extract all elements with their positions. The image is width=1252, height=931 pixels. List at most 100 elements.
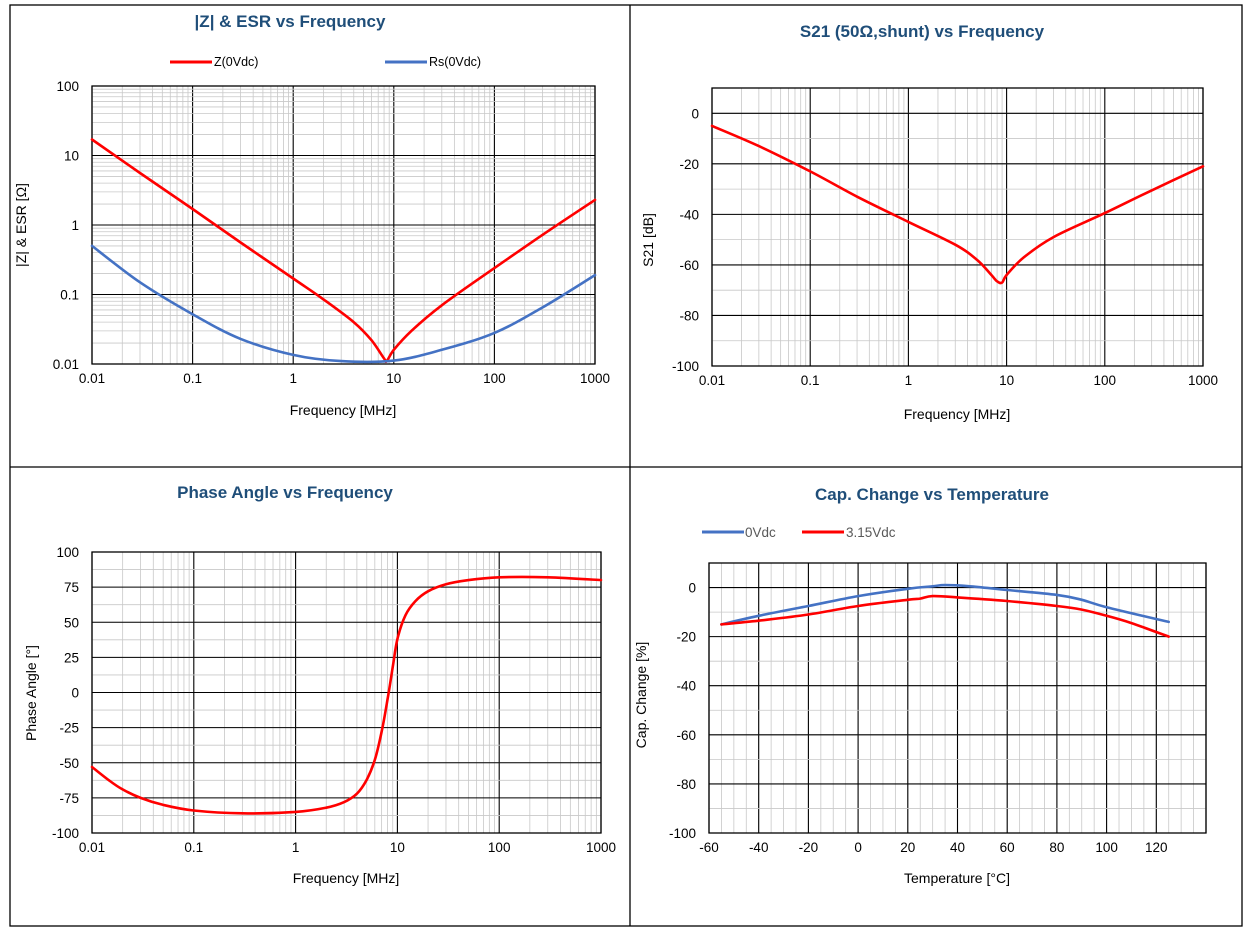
x-tick-label: 0.01 <box>79 371 105 386</box>
y-tick-label: 1 <box>71 218 79 233</box>
x-tick-label: 100 <box>1094 373 1117 388</box>
legend-label-rs: Rs(0Vdc) <box>429 55 481 69</box>
data-series <box>710 124 1205 285</box>
x-tick-label: 80 <box>1049 840 1064 855</box>
x-tick-label: 1000 <box>580 371 610 386</box>
x-tick-label: 40 <box>950 840 965 855</box>
x-tick-label: 0.1 <box>183 371 202 386</box>
y-tick-label: 0 <box>688 581 696 596</box>
x-tick-label: 120 <box>1145 840 1168 855</box>
y-tick-label: 25 <box>64 650 79 665</box>
x-tick-label: 0.1 <box>801 373 820 388</box>
x-tick-label: 1000 <box>1188 373 1218 388</box>
x-tick-label: 0.01 <box>699 373 725 388</box>
y-tick-label: 0 <box>691 106 699 121</box>
x-tick-label: 10 <box>386 371 401 386</box>
x-tick-label: 10 <box>999 373 1014 388</box>
legend-label-z: Z(0Vdc) <box>214 55 258 69</box>
legend: 0Vdc 3.15Vdc <box>702 525 896 540</box>
y-tick-label: -80 <box>679 308 699 323</box>
x-tick-label: 1 <box>292 840 300 855</box>
x-tick-label: 100 <box>1095 840 1118 855</box>
y-tick-label: -50 <box>59 756 79 771</box>
x-axis-label: Frequency [MHz] <box>293 870 400 886</box>
y-tick-labels: 0 -20 -40 -60 -80 -100 <box>669 581 696 841</box>
y-tick-label: -75 <box>59 791 79 806</box>
y-tick-label: -20 <box>676 630 696 645</box>
y-tick-label: -40 <box>676 679 696 694</box>
panel-frame <box>9 4 1243 927</box>
x-axis-label: Frequency [MHz] <box>290 402 397 418</box>
y-axis-label: S21 [dB] <box>640 213 656 267</box>
data-series <box>90 138 597 364</box>
chart-title: Phase Angle vs Frequency <box>177 483 393 502</box>
y-tick-label: 0.1 <box>60 288 79 303</box>
grid <box>91 551 602 834</box>
x-tick-label: 1 <box>905 373 913 388</box>
y-tick-label: -100 <box>672 359 699 374</box>
y-tick-label: 75 <box>64 580 79 595</box>
data-series <box>90 575 603 815</box>
y-tick-label: -20 <box>679 157 699 172</box>
x-tick-label: 10 <box>390 840 405 855</box>
y-tick-label: 0.01 <box>53 357 79 372</box>
y-tick-label: 100 <box>56 545 79 560</box>
x-tick-labels: 0.01 0.1 1 10 100 1000 <box>79 840 616 855</box>
x-tick-label: 0 <box>854 840 862 855</box>
impedance-esr-chart: |Z| & ESR vs Frequency Z(0Vdc) Rs(0Vdc) … <box>13 12 610 418</box>
x-tick-labels: 0.01 0.1 1 10 100 1000 <box>79 371 610 386</box>
y-axis-label: |Z| & ESR [Ω] <box>13 183 29 267</box>
data-series <box>720 583 1170 638</box>
series-line-0vdc <box>720 583 1170 626</box>
y-tick-label: 0 <box>71 686 79 701</box>
y-tick-label: 50 <box>64 615 79 630</box>
grid <box>91 85 596 365</box>
y-axis-label: Cap. Change [%] <box>633 642 649 749</box>
x-tick-labels: -60 -40 -20 0 20 40 60 80 100 120 <box>699 840 1167 855</box>
y-tick-label: -100 <box>669 826 696 841</box>
series-line-0 <box>90 575 603 815</box>
series-line-rs(0vdc) <box>90 244 597 364</box>
phase-angle-chart: Phase Angle vs Frequency 0.01 0.1 1 10 100 10… <box>23 483 616 886</box>
y-tick-label: -40 <box>679 207 699 222</box>
x-tick-label: -40 <box>749 840 769 855</box>
y-tick-label: -60 <box>679 258 699 273</box>
x-tick-label: 20 <box>900 840 915 855</box>
y-tick-label: 100 <box>56 79 79 94</box>
chart-title: |Z| & ESR vs Frequency <box>195 12 386 31</box>
y-tick-labels: 100 10 1 0.1 0.01 <box>53 79 79 372</box>
y-tick-label: -80 <box>676 777 696 792</box>
x-tick-label: 0.01 <box>79 840 105 855</box>
chart-title: S21 (50Ω,shunt) vs Frequency <box>800 22 1045 41</box>
x-axis-label: Temperature [°C] <box>904 870 1010 886</box>
grid <box>711 87 1204 367</box>
x-tick-label: 60 <box>1000 840 1015 855</box>
x-tick-label: 0.1 <box>184 840 203 855</box>
legend-label-3.15vdc: 3.15Vdc <box>846 525 896 540</box>
chart-title: Cap. Change vs Temperature <box>815 485 1049 504</box>
x-tick-label: -20 <box>799 840 819 855</box>
legend: Z(0Vdc) Rs(0Vdc) <box>170 55 481 69</box>
x-tick-label: -60 <box>699 840 719 855</box>
s21-chart: S21 (50Ω,shunt) vs Frequency 0.01 0.1 1 10 1… <box>640 22 1218 422</box>
y-tick-labels: 0 -20 -40 -60 -80 -100 <box>672 106 699 374</box>
series-line-3.15vdc <box>720 594 1170 638</box>
legend-label-0vdc: 0Vdc <box>745 525 776 540</box>
y-tick-label: 10 <box>64 149 79 164</box>
y-axis-label: Phase Angle [°] <box>23 645 39 741</box>
x-tick-label: 1 <box>289 371 297 386</box>
y-tick-labels: 100 75 50 25 0 -25 -50 -75 -100 <box>52 545 79 841</box>
x-tick-label: 1000 <box>586 840 616 855</box>
y-tick-label: -60 <box>676 728 696 743</box>
x-tick-label: 100 <box>483 371 506 386</box>
y-tick-label: -25 <box>59 721 79 736</box>
cap-change-chart: Cap. Change vs Temperature 0Vdc 3.15Vdc … <box>633 485 1207 886</box>
series-line-z(0vdc) <box>90 138 597 364</box>
x-tick-label: 100 <box>488 840 511 855</box>
x-axis-label: Frequency [MHz] <box>904 406 1011 422</box>
grid <box>708 562 1207 834</box>
y-tick-label: -100 <box>52 826 79 841</box>
series-line-0 <box>710 124 1205 285</box>
x-tick-labels: 0.01 0.1 1 10 100 1000 <box>699 373 1218 388</box>
